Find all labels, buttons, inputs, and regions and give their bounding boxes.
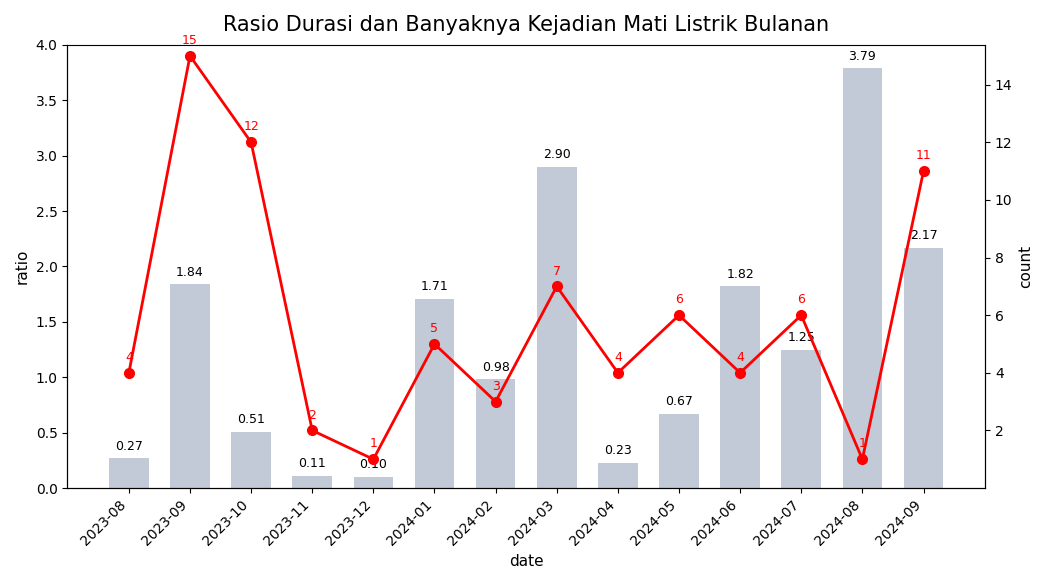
Y-axis label: ratio: ratio xyxy=(15,249,30,284)
Text: 2.17: 2.17 xyxy=(910,229,937,242)
Text: 6: 6 xyxy=(798,293,805,307)
Bar xyxy=(659,414,699,488)
Y-axis label: count: count xyxy=(1018,245,1033,288)
Bar xyxy=(415,298,455,488)
Text: 4: 4 xyxy=(736,351,744,364)
Text: 1.84: 1.84 xyxy=(176,266,204,279)
Bar xyxy=(843,68,882,488)
Text: 15: 15 xyxy=(182,34,198,47)
Text: 5: 5 xyxy=(431,322,438,335)
Text: 0.11: 0.11 xyxy=(299,457,326,470)
Title: Rasio Durasi dan Banyaknya Kejadian Mati Listrik Bulanan: Rasio Durasi dan Banyaknya Kejadian Mati… xyxy=(223,15,829,35)
Bar xyxy=(476,380,516,488)
Text: 3.79: 3.79 xyxy=(849,50,876,62)
Text: 2.90: 2.90 xyxy=(543,148,570,161)
Text: 0.51: 0.51 xyxy=(237,413,265,426)
Text: 7: 7 xyxy=(552,265,561,277)
Text: 2: 2 xyxy=(308,409,316,422)
Text: 1: 1 xyxy=(858,437,867,450)
Text: 1: 1 xyxy=(370,437,377,450)
Text: 12: 12 xyxy=(243,120,259,133)
Text: 0.27: 0.27 xyxy=(115,440,143,453)
Bar xyxy=(170,284,210,488)
Text: 3: 3 xyxy=(492,380,500,393)
Bar xyxy=(353,477,393,488)
Text: 0.67: 0.67 xyxy=(665,395,693,408)
Text: 1.25: 1.25 xyxy=(787,331,815,344)
X-axis label: date: date xyxy=(509,554,544,569)
Text: 11: 11 xyxy=(916,150,932,162)
Bar xyxy=(232,432,271,488)
Bar xyxy=(598,463,638,488)
Bar xyxy=(720,286,760,488)
Text: 0.23: 0.23 xyxy=(604,444,632,457)
Bar xyxy=(537,167,576,488)
Text: 1.82: 1.82 xyxy=(726,268,754,281)
Text: 6: 6 xyxy=(675,293,683,307)
Text: 4: 4 xyxy=(125,351,133,364)
Text: 4: 4 xyxy=(614,351,621,364)
Text: 1.71: 1.71 xyxy=(420,280,449,293)
Bar xyxy=(109,458,149,488)
Bar xyxy=(292,476,332,488)
Bar xyxy=(903,248,943,488)
Bar xyxy=(782,350,822,488)
Text: 0.98: 0.98 xyxy=(482,361,509,374)
Text: 0.10: 0.10 xyxy=(359,458,388,471)
